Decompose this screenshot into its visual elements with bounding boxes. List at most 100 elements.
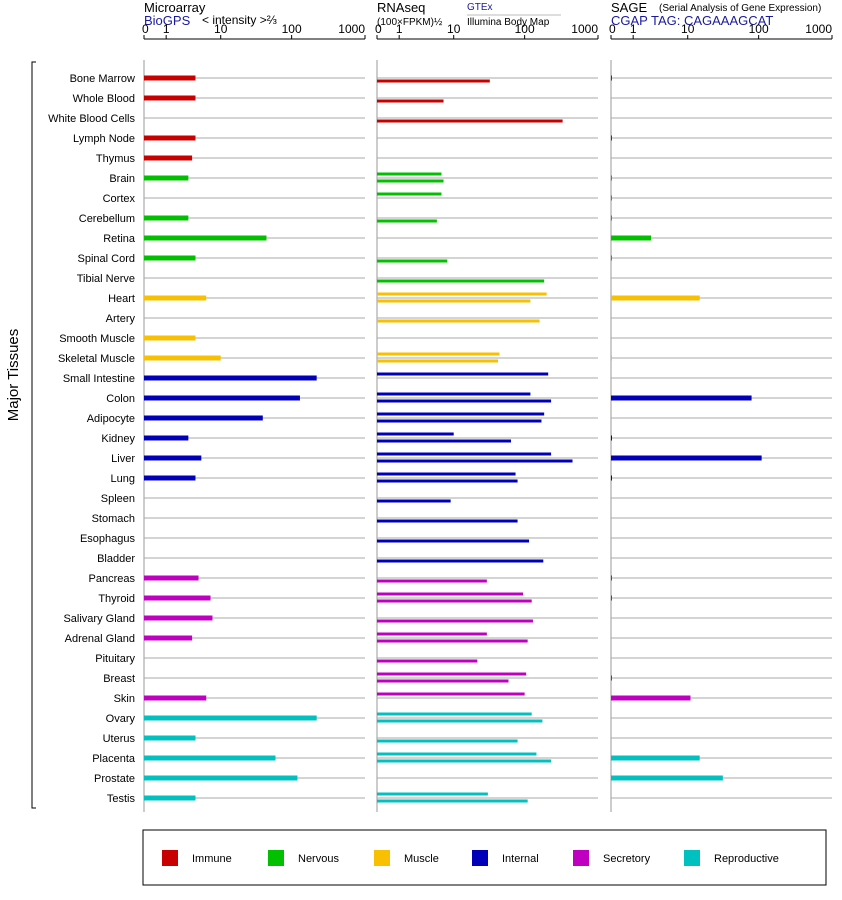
expression-bar: [377, 292, 547, 296]
tissue-label: Adrenal Gland: [65, 633, 135, 645]
expression-bar: [144, 575, 199, 581]
tissue-label: Adipocyte: [87, 413, 135, 425]
panel-subtitle: (100×FPKM)½: [377, 17, 443, 28]
expression-bar: [611, 695, 691, 701]
expression-bar: [611, 195, 612, 201]
expression-bar: [611, 235, 652, 241]
tissue-label: Smooth Muscle: [59, 333, 135, 345]
axis-tick-label: 1: [163, 22, 170, 36]
axis-tick-label: 1000: [571, 22, 598, 36]
expression-bar: [377, 372, 549, 376]
legend-swatch: [268, 850, 284, 866]
expression-bar: [377, 799, 528, 803]
tissue-label: Retina: [103, 233, 136, 245]
expression-bar: [611, 755, 700, 761]
expression-bar: [144, 135, 196, 141]
expression-bar: [144, 395, 300, 401]
axis-tick-label: 10: [214, 22, 228, 36]
tissue-label: Brain: [109, 173, 135, 185]
expression-bar: [144, 455, 202, 461]
cgap-tag-link: CGAP TAG: CAGAAAGCAT: [611, 13, 773, 28]
tissue-label: Spinal Cord: [78, 253, 135, 265]
expression-bar: [611, 435, 612, 441]
expression-bar: [377, 739, 518, 743]
tissue-label: Pituitary: [95, 653, 135, 665]
expression-bar: [144, 415, 263, 421]
expression-bar: [611, 475, 612, 481]
expression-bar: [144, 795, 196, 801]
axis-tick-label: 100: [282, 22, 302, 36]
illumina-label: Illumina Body Map: [467, 17, 550, 28]
expression-bar: [144, 335, 196, 341]
expression-bar: [144, 155, 193, 161]
tissue-label: Kidney: [101, 433, 135, 445]
tissue-label: Esophagus: [80, 533, 136, 545]
expression-bar: [611, 255, 612, 261]
expression-bar: [377, 752, 537, 756]
expression-bar: [377, 452, 552, 456]
expression-bar: [144, 215, 189, 221]
panel-title: SAGE: [611, 0, 647, 15]
expression-bar: [377, 172, 442, 176]
tissue-label: Artery: [106, 313, 136, 325]
expression-bar: [144, 435, 189, 441]
tissue-label: Stomach: [92, 513, 135, 525]
expression-bar: [377, 259, 448, 263]
tissue-label: Skin: [114, 693, 135, 705]
expression-bar: [377, 479, 518, 483]
axis-tick-label: 0: [609, 22, 616, 36]
tissue-label: Thyroid: [98, 593, 135, 605]
gtex-link: GTEx: [467, 2, 493, 13]
tissue-label: Bladder: [97, 553, 135, 565]
panel-subtitle: < intensity >⅔: [202, 13, 277, 27]
tissue-label: White Blood Cells: [48, 113, 135, 125]
expression-bar: [377, 539, 530, 543]
expression-bar: [377, 99, 444, 103]
tissue-label: Small Intestine: [63, 373, 135, 385]
expression-bar: [377, 279, 545, 283]
expression-bar: [377, 419, 542, 423]
tissue-label: Heart: [108, 293, 135, 305]
expression-bar: [377, 559, 544, 563]
tissue-label: Skeletal Muscle: [58, 353, 135, 365]
panel-subtitle: (Serial Analysis of Gene Expression): [659, 3, 821, 14]
tissue-label: Spleen: [101, 493, 135, 505]
biogps-link: BioGPS: [144, 13, 191, 28]
tissue-label: Cerebellum: [79, 213, 135, 225]
tissue-label: Lymph Node: [73, 133, 135, 145]
tissue-label: Thymus: [96, 153, 136, 165]
expression-bar: [611, 295, 700, 301]
expression-bar: [377, 759, 552, 763]
expression-bar: [144, 635, 193, 641]
expression-bar: [377, 499, 451, 503]
expression-bar: [377, 519, 518, 523]
expression-bar: [377, 459, 573, 463]
expression-bar: [377, 412, 545, 416]
expression-bar: [144, 95, 196, 101]
expression-bar: [611, 675, 612, 681]
legend-label: Nervous: [298, 853, 339, 865]
expression-bar: [144, 255, 196, 261]
expression-bar: [377, 712, 532, 716]
expression-bar: [377, 692, 525, 696]
expression-bar: [377, 119, 563, 123]
expression-bar: [377, 352, 500, 356]
legend-label: Internal: [502, 853, 539, 865]
legend-swatch: [684, 850, 700, 866]
expression-bar: [144, 755, 276, 761]
expression-bar: [144, 735, 196, 741]
expression-bar: [377, 579, 487, 583]
expression-bar: [144, 695, 207, 701]
axis-tick-label: 100: [515, 22, 535, 36]
tissue-label: Bone Marrow: [70, 73, 135, 85]
tissue-label: Colon: [106, 393, 135, 405]
expression-bar: [377, 439, 512, 443]
expression-bar: [377, 79, 490, 83]
axis-tick-label: 10: [681, 22, 695, 36]
expression-bar: [611, 355, 612, 361]
expression-bar: [377, 299, 531, 303]
axis-tick-label: 1000: [805, 22, 832, 36]
expression-bar: [611, 775, 723, 781]
expression-bar: [377, 592, 524, 596]
legend-label: Secretory: [603, 853, 651, 865]
